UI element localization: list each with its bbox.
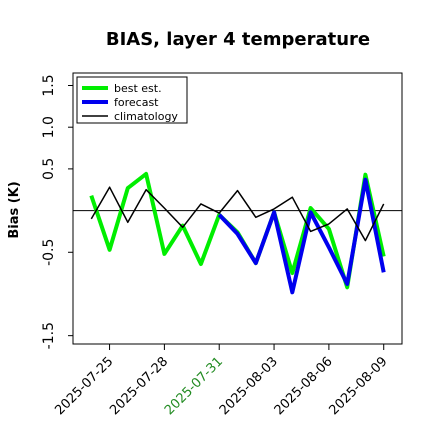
y-axis-ticks: -1.5 -0.5 0.5 1.0 1.5 (41, 74, 73, 349)
legend-label: climatology (114, 110, 178, 123)
x-tick-label: 2025-08-09 (327, 354, 391, 418)
y-tick-label: -1.5 (41, 322, 57, 349)
y-tick-label: 1.5 (41, 74, 57, 96)
series-lines (89, 171, 386, 295)
y-tick-label: 1.0 (41, 116, 57, 138)
y-tick-label: 0.5 (41, 158, 57, 180)
x-tick-label: 2025-07-25 (52, 354, 116, 418)
x-tick-label: 2025-08-03 (217, 354, 281, 418)
series-line-climatology (90, 186, 385, 242)
y-axis-label: Bias (K) (7, 181, 22, 238)
y-tick-label: -0.5 (41, 239, 57, 266)
legend-label: forecast (114, 96, 159, 109)
x-tick-label: 2025-08-06 (272, 354, 336, 418)
chart-title: BIAS, layer 4 temperature (106, 29, 370, 50)
x-axis-ticks: 2025-07-252025-07-282025-07-312025-08-03… (52, 344, 391, 418)
series-line-forecast (217, 177, 386, 295)
x-tick-label: 2025-07-31 (162, 354, 226, 418)
legend-label: best est. (114, 82, 162, 95)
x-tick-label: 2025-07-28 (107, 354, 171, 418)
